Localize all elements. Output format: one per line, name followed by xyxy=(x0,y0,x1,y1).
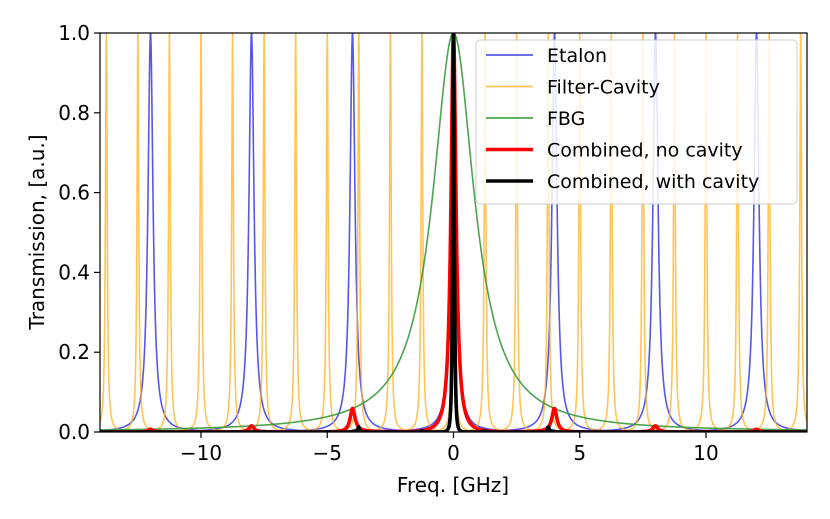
legend-label: FBG xyxy=(547,108,585,130)
x-axis-ticks: −10 −5 0 5 10 xyxy=(180,432,719,465)
legend-entry: Combined, with cavity xyxy=(486,171,759,193)
y-tick-label: 0.8 xyxy=(58,101,90,125)
series-line-etalon xyxy=(100,33,807,432)
y-tick-label: 0.4 xyxy=(58,260,90,284)
legend-frame xyxy=(475,39,798,205)
y-tick-label: 0.2 xyxy=(58,340,90,364)
series-line-filter-cavity xyxy=(100,33,807,432)
y-axis-ticks: 0.0 0.2 0.4 0.6 0.8 1.0 xyxy=(58,21,100,444)
series-line-fbg xyxy=(100,33,807,431)
y-axis-label: Transmission, [a.u.] xyxy=(25,134,49,330)
legend-entry: Etalon xyxy=(486,45,607,67)
x-tick-label: 5 xyxy=(573,441,586,465)
x-tick-label: −5 xyxy=(313,441,342,465)
legend-entry: FBG xyxy=(486,108,585,130)
legend-entry: Filter-Cavity xyxy=(486,77,660,99)
legend: Etalon Filter-Cavity FBG Combined, no cavit… xyxy=(475,39,798,205)
x-tick-label: 10 xyxy=(693,441,718,465)
legend-label: Etalon xyxy=(547,45,607,67)
legend-label: Combined, no cavity xyxy=(547,140,743,162)
x-axis-label: Freq. [GHz] xyxy=(397,473,509,497)
y-tick-label: 0.0 xyxy=(58,420,90,444)
legend-label: Filter-Cavity xyxy=(547,77,660,99)
legend-label: Combined, with cavity xyxy=(547,171,759,193)
legend-entry: Combined, no cavity xyxy=(486,140,743,162)
y-tick-label: 1.0 xyxy=(58,21,90,45)
x-tick-label: −10 xyxy=(180,441,222,465)
x-tick-label: 0 xyxy=(447,441,460,465)
y-tick-label: 0.6 xyxy=(58,181,90,205)
